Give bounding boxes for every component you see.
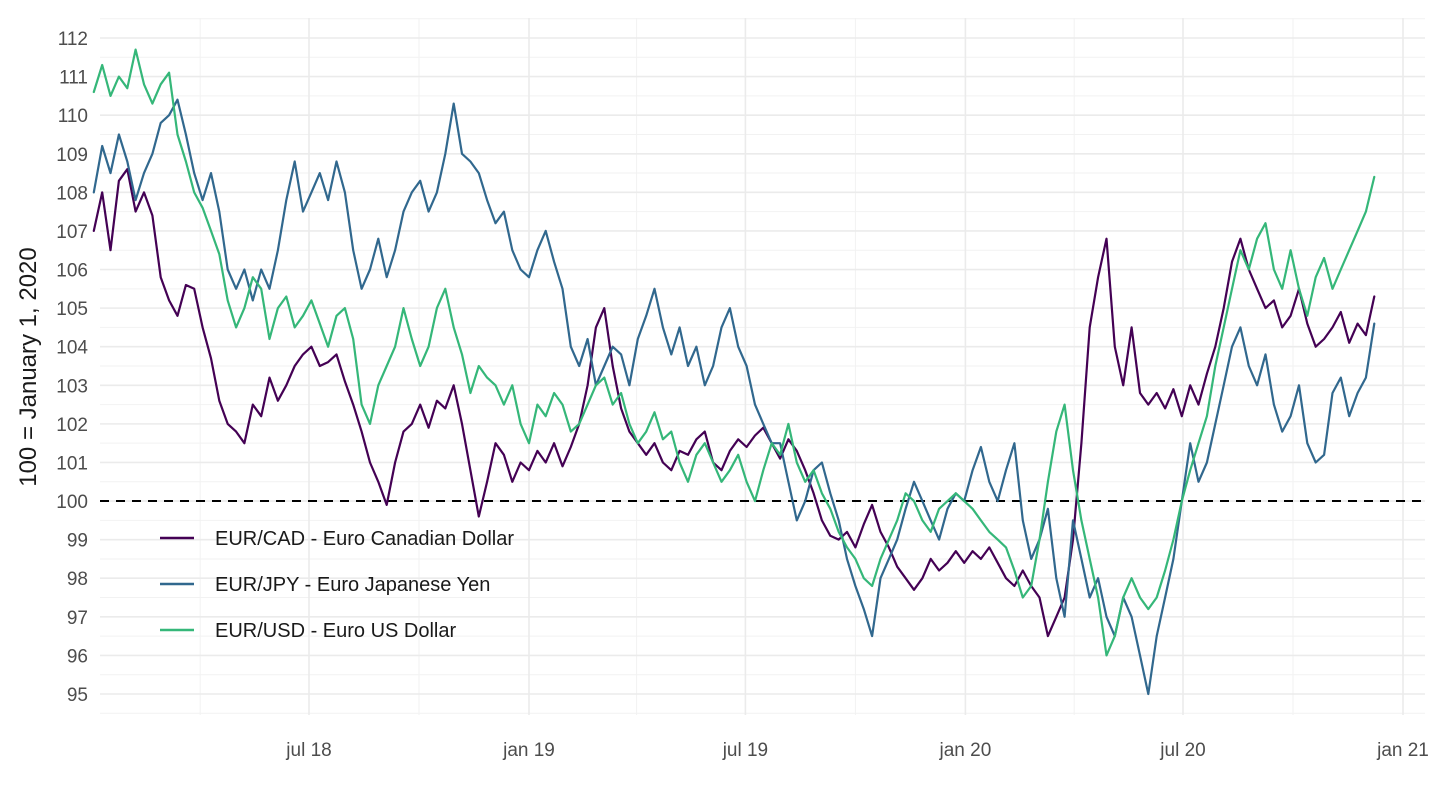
y-tick-label: 98 <box>67 569 88 590</box>
y-tick-label: 101 <box>56 453 88 474</box>
x-tick-label: jul 18 <box>285 740 331 761</box>
y-tick-label: 107 <box>56 222 88 243</box>
y-tick-label: 97 <box>67 608 88 629</box>
y-tick-label: 109 <box>56 145 88 166</box>
y-tick-label: 103 <box>56 376 88 397</box>
grid-minor <box>100 18 1425 715</box>
x-tick-label: jan 19 <box>502 740 555 761</box>
y-tick-label: 105 <box>56 299 88 320</box>
y-tick-label: 102 <box>56 415 88 436</box>
grid-major <box>100 18 1425 715</box>
y-tick-label: 106 <box>56 261 88 282</box>
y-tick-label: 108 <box>56 183 88 204</box>
y-tick-label: 104 <box>56 338 88 359</box>
y-tick-label: 112 <box>58 29 88 50</box>
y-tick-label: 99 <box>67 531 88 552</box>
series-line-1 <box>92 168 1376 638</box>
x-axis-tick-labels: jul 18 jan 19 jul 19 jan 20 jul 20 jan 21 <box>285 740 1429 761</box>
y-tick-label: 110 <box>58 106 88 127</box>
y-tick-label: 100 <box>56 492 88 513</box>
y-tick-label: 95 <box>67 685 88 706</box>
y-tick-label: 111 <box>59 68 88 89</box>
legend: EUR/CAD - Euro Canadian Dollar EUR/JPY - … <box>160 528 514 642</box>
series-lines <box>92 48 1376 696</box>
series-line-2 <box>92 98 1376 696</box>
x-tick-label: jul 19 <box>722 740 768 761</box>
x-tick-label: jan 21 <box>1376 740 1429 761</box>
y-axis-tick-labels: 95 96 97 98 99 100 101 102 103 104 105 106 107 108 109… <box>56 29 88 706</box>
legend-label-1: EUR/CAD - Euro Canadian Dollar <box>215 528 514 550</box>
legend-label-3: EUR/USD - Euro US Dollar <box>215 620 457 642</box>
x-tick-label: jul 20 <box>1159 740 1205 761</box>
x-tick-label: jan 20 <box>939 740 992 761</box>
series-line-3 <box>92 48 1376 657</box>
y-axis-title: 100 = January 1, 2020 <box>15 247 42 487</box>
y-tick-label: 96 <box>67 646 88 667</box>
legend-label-2: EUR/JPY - Euro Japanese Yen <box>215 574 490 596</box>
